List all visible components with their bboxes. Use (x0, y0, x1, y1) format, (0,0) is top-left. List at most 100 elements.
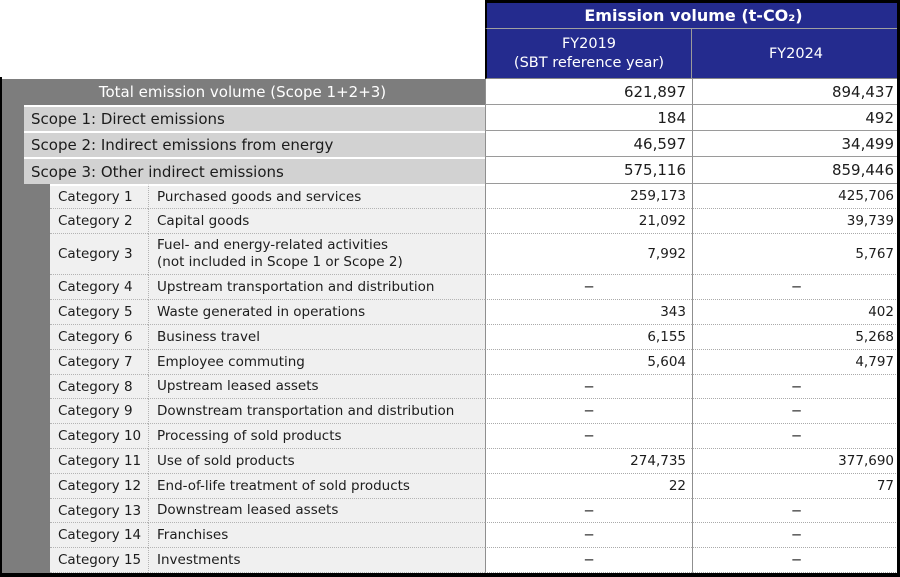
category-15-fy2024-value: − (692, 548, 900, 573)
category-6-fy2024-value: 5,268 (692, 325, 900, 350)
category-10-label: Category 10 (50, 424, 148, 449)
category-11-label: Category 11 (50, 449, 148, 474)
category-5-fy2019-value: 343 (485, 300, 692, 325)
left-strip (0, 300, 50, 325)
category-8-fy2019-value: − (485, 375, 692, 399)
category-14-fy2019-value: − (485, 523, 692, 548)
category-11-fy2024-value: 377,690 (692, 449, 900, 474)
col-header-fy2024: FY2024 (692, 29, 900, 79)
category-13-desc: Downstream leased assets (148, 499, 485, 523)
left-strip (0, 424, 50, 449)
scope3-fy2019-value: 575,116 (485, 157, 692, 184)
category-2-fy2019-value: 21,092 (485, 209, 692, 234)
left-strip (0, 548, 50, 573)
category-13-label: Category 13 (50, 499, 148, 523)
category-3-desc: Fuel- and energy-related activities (not… (148, 234, 485, 275)
category-6-fy2019-value: 6,155 (485, 325, 692, 350)
table-title: Emission volume (t-CO₂) (485, 0, 900, 29)
category-9-fy2019-value: − (485, 399, 692, 424)
category-4-desc: Upstream transportation and distribution (148, 275, 485, 300)
left-strip (0, 325, 50, 350)
left-strip (0, 474, 50, 499)
total-row-label: Total emission volume (Scope 1+2+3) (0, 79, 485, 105)
header-spacer (0, 29, 485, 79)
category-2-fy2024-value: 39,739 (692, 209, 900, 234)
scope2-fy2019-value: 46,597 (485, 131, 692, 157)
category-7-label: Category 7 (50, 350, 148, 375)
total-fy2019-value: 621,897 (485, 79, 692, 105)
category-1-desc: Purchased goods and services (148, 184, 485, 209)
category-8-fy2024-value: − (692, 375, 900, 399)
category-13-fy2024-value: − (692, 499, 900, 523)
left-strip (0, 184, 50, 209)
category-10-fy2024-value: − (692, 424, 900, 449)
category-3-fy2019-value: 7,992 (485, 234, 692, 275)
category-5-fy2024-value: 402 (692, 300, 900, 325)
left-strip (0, 399, 50, 424)
scope1-fy2019-value: 184 (485, 105, 692, 131)
left-strip (0, 523, 50, 548)
category-7-fy2019-value: 5,604 (485, 350, 692, 375)
category-15-fy2019-value: − (485, 548, 692, 573)
left-strip (0, 234, 50, 275)
category-14-desc: Franchises (148, 523, 485, 548)
category-3-label: Category 3 (50, 234, 148, 275)
category-12-fy2019-value: 22 (485, 474, 692, 499)
scope1-fy2024-value: 492 (692, 105, 900, 131)
category-1-label: Category 1 (50, 184, 148, 209)
category-12-label: Category 12 (50, 474, 148, 499)
left-strip (0, 499, 50, 523)
top-left-spacer (0, 0, 485, 29)
category-2-desc: Capital goods (148, 209, 485, 234)
frame-bottom-border (0, 573, 900, 577)
category-7-fy2024-value: 4,797 (692, 350, 900, 375)
category-2-label: Category 2 (50, 209, 148, 234)
category-10-fy2019-value: − (485, 424, 692, 449)
category-9-desc: Downstream transportation and distributi… (148, 399, 485, 424)
col-header-fy2019: FY2019 (SBT reference year) (485, 29, 692, 79)
category-9-fy2024-value: − (692, 399, 900, 424)
category-6-desc: Business travel (148, 325, 485, 350)
scope2-fy2024-value: 34,499 (692, 131, 900, 157)
scope1-label: Scope 1: Direct emissions (24, 105, 485, 131)
left-strip (0, 449, 50, 474)
scope3-fy2024-value: 859,446 (692, 157, 900, 184)
category-4-label: Category 4 (50, 275, 148, 300)
category-11-fy2019-value: 274,735 (485, 449, 692, 474)
left-strip (0, 105, 24, 131)
left-strip (0, 350, 50, 375)
category-12-desc: End-of-life treatment of sold products (148, 474, 485, 499)
left-strip (0, 131, 24, 157)
category-13-fy2019-value: − (485, 499, 692, 523)
category-14-fy2024-value: − (692, 523, 900, 548)
category-12-fy2024-value: 77 (692, 474, 900, 499)
category-4-fy2024-value: − (692, 275, 900, 300)
category-10-desc: Processing of sold products (148, 424, 485, 449)
category-1-fy2019-value: 259,173 (485, 184, 692, 209)
left-strip (0, 209, 50, 234)
category-8-label: Category 8 (50, 375, 148, 399)
category-1-fy2024-value: 425,706 (692, 184, 900, 209)
category-11-desc: Use of sold products (148, 449, 485, 474)
left-strip (0, 157, 24, 184)
category-6-label: Category 6 (50, 325, 148, 350)
category-8-desc: Upstream leased assets (148, 375, 485, 399)
category-7-desc: Employee commuting (148, 350, 485, 375)
category-3-fy2024-value: 5,767 (692, 234, 900, 275)
category-4-fy2019-value: − (485, 275, 692, 300)
total-fy2024-value: 894,437 (692, 79, 900, 105)
scope2-label: Scope 2: Indirect emissions from energy (24, 131, 485, 157)
left-strip (0, 375, 50, 399)
frame-right-border (897, 0, 900, 577)
scope3-label: Scope 3: Other indirect emissions (24, 157, 485, 184)
category-5-label: Category 5 (50, 300, 148, 325)
left-strip (0, 275, 50, 300)
category-14-label: Category 14 (50, 523, 148, 548)
frame-left-border (0, 77, 2, 577)
category-15-label: Category 15 (50, 548, 148, 573)
category-5-desc: Waste generated in operations (148, 300, 485, 325)
category-9-label: Category 9 (50, 399, 148, 424)
category-15-desc: Investments (148, 548, 485, 573)
